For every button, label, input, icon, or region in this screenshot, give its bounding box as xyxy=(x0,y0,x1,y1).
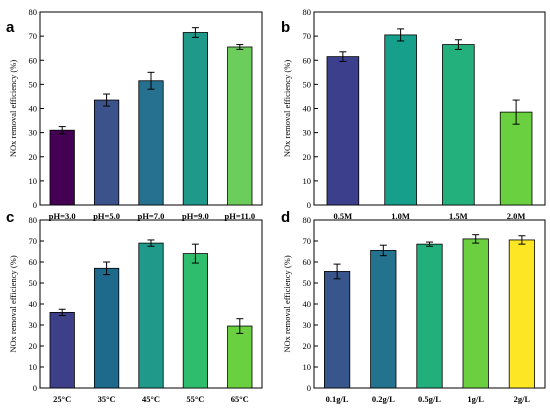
bar xyxy=(93,99,120,206)
y-tick-label: 0 xyxy=(307,200,311,210)
y-tick-label: 10 xyxy=(303,362,312,372)
bar xyxy=(227,325,253,389)
bar xyxy=(442,44,475,206)
y-tick-label: 60 xyxy=(303,55,312,65)
category-label: 25°C xyxy=(53,394,71,404)
bar xyxy=(138,80,164,206)
bar xyxy=(416,243,443,389)
y-tick-label: 70 xyxy=(29,31,38,41)
category-label: 0.2g/L xyxy=(372,394,395,404)
y-tick-label: 40 xyxy=(303,299,312,309)
y-axis-label: NOx removal efficiency (%) xyxy=(8,255,18,352)
y-tick-label: 60 xyxy=(29,257,38,267)
bar xyxy=(138,242,164,389)
category-label: 45°C xyxy=(142,394,160,404)
panel-letter: b xyxy=(281,19,290,36)
y-tick-label: 70 xyxy=(303,236,312,246)
bar xyxy=(326,56,360,206)
y-tick-label: 80 xyxy=(303,7,312,17)
category-label: 55°C xyxy=(186,394,204,404)
y-tick-label: 30 xyxy=(29,128,38,138)
y-tick-label: 30 xyxy=(303,128,312,138)
bar xyxy=(49,311,75,389)
y-axis-label: NOx removal efficiency (%) xyxy=(282,60,292,157)
category-label: pH=3.0 xyxy=(49,211,76,221)
category-label: 1.0M xyxy=(391,211,410,221)
category-label: 0.5M xyxy=(334,211,353,221)
category-label: 2.0M xyxy=(507,211,526,221)
category-label: pH=5.0 xyxy=(93,211,120,221)
bar xyxy=(227,46,253,206)
y-axis-label: NOx removal efficiency (%) xyxy=(282,255,292,352)
y-tick-label: 40 xyxy=(29,299,38,309)
y-tick-label: 0 xyxy=(33,200,37,210)
y-tick-label: 30 xyxy=(29,320,38,330)
y-tick-label: 0 xyxy=(307,383,311,393)
bar xyxy=(462,238,489,389)
bar xyxy=(93,267,120,389)
category-label: 1g/L xyxy=(467,394,484,404)
y-tick-label: 10 xyxy=(303,176,312,186)
y-tick-label: 0 xyxy=(33,383,37,393)
bar xyxy=(499,111,533,206)
bar xyxy=(323,271,351,389)
category-label: pH=9.0 xyxy=(182,211,209,221)
category-label: 35°C xyxy=(98,394,116,404)
y-tick-label: 20 xyxy=(29,341,38,351)
y-tick-label: 40 xyxy=(303,104,312,114)
y-tick-label: 20 xyxy=(303,152,312,162)
y-tick-label: 20 xyxy=(303,341,312,351)
bar xyxy=(508,239,536,389)
bar xyxy=(182,253,209,389)
y-tick-label: 80 xyxy=(29,215,38,225)
category-label: 2g/L xyxy=(514,394,531,404)
y-tick-label: 20 xyxy=(29,152,38,162)
y-tick-label: 10 xyxy=(29,362,38,372)
y-tick-label: 70 xyxy=(303,31,312,41)
y-tick-label: 50 xyxy=(29,278,38,288)
panel-letter: a xyxy=(6,19,15,36)
category-label: 0.1g/L xyxy=(326,394,349,404)
panel-d: d 0 10 20 30 40 50 60 70 80 NOx removal efficiency… xyxy=(281,209,546,404)
category-label: 0.5g/L xyxy=(418,394,441,404)
y-tick-label: 60 xyxy=(29,55,38,65)
y-axis-label: NOx removal efficiency (%) xyxy=(8,60,18,157)
panel-a: a 0 10 20 30 40 50 60 70 80 NOx removal efficiency… xyxy=(6,7,263,221)
panel-c: c 0 10 20 30 40 50 60 70 80 NOx removal efficiency… xyxy=(6,209,263,404)
y-tick-label: 50 xyxy=(303,79,312,89)
y-tick-label: 80 xyxy=(29,7,38,17)
y-tick-label: 70 xyxy=(29,236,38,246)
panel-letter: c xyxy=(6,209,14,226)
panel-b: b 0 10 20 30 40 50 60 70 80 NOx removal efficiency… xyxy=(281,7,546,221)
bar xyxy=(182,32,209,206)
bar xyxy=(370,250,397,389)
bar xyxy=(384,34,417,206)
y-tick-label: 60 xyxy=(303,257,312,267)
y-tick-label: 80 xyxy=(303,215,312,225)
y-tick-label: 10 xyxy=(29,176,38,186)
y-tick-label: 30 xyxy=(303,320,312,330)
bar xyxy=(49,129,75,206)
panel-letter: d xyxy=(281,209,290,226)
y-tick-label: 40 xyxy=(29,104,38,114)
category-label: 1.5M xyxy=(449,211,468,221)
category-label: 65°C xyxy=(231,394,249,404)
category-label: pH=7.0 xyxy=(138,211,165,221)
y-tick-label: 50 xyxy=(29,79,38,89)
y-tick-label: 50 xyxy=(303,278,312,288)
category-label: pH=11.0 xyxy=(225,211,256,221)
